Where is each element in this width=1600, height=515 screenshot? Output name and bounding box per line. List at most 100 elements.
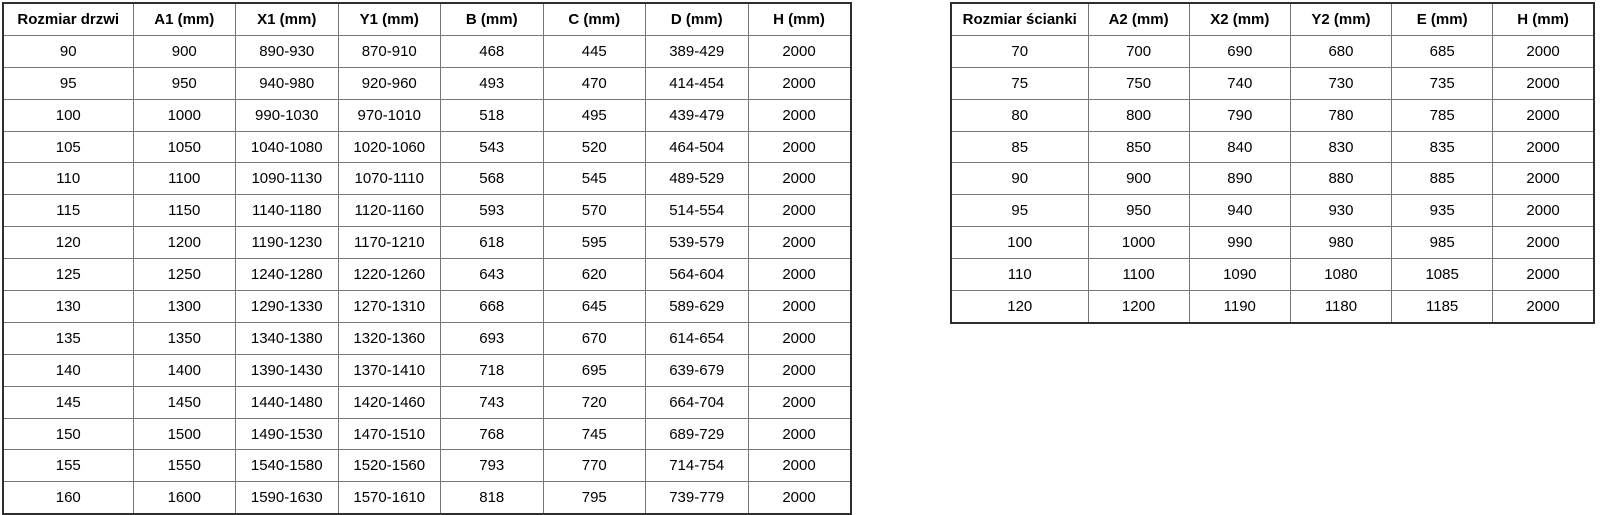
table-cell: 1490-1530 [235,417,339,451]
table-cell: 150 [2,417,134,451]
table-cell: 1020-1060 [337,130,441,164]
table-row: 85 850 840 830 835 2000 [950,130,1595,164]
table-cell: 100 [2,98,134,132]
table-row: 110 1100 1090 1080 1085 2000 [950,258,1595,292]
table-row: 100 1000 990-1030 970-1010 518 495 439-479 2000 [2,98,851,132]
table-cell: 80 [950,98,1089,132]
table-cell: 1270-1310 [337,290,441,323]
table-cell: 2000 [1492,162,1595,196]
table-cell: 685 [1391,34,1494,68]
table-cell: 830 [1289,130,1393,164]
table-cell: 2000 [747,481,851,515]
table-cell: 1390-1430 [235,353,339,387]
column-header: C (mm) [542,2,646,36]
table-cell: 514-554 [645,194,749,228]
table-cell: 695 [542,353,646,387]
table-cell: 468 [440,34,544,68]
table-cell: 1570-1610 [337,481,441,515]
table-cell: 155 [2,449,134,483]
table-cell: 470 [542,66,646,100]
table-cell: 1400 [132,353,236,387]
table-cell: 890 [1188,162,1291,196]
table-cell: 1180 [1289,290,1393,324]
table-cell: 414-454 [645,66,749,100]
table-cell: 75 [950,66,1089,100]
table-cell: 1240-1280 [235,258,339,292]
table-cell: 140 [2,353,134,387]
table-cell: 70 [950,34,1089,68]
table-cell: 790 [1188,98,1291,132]
column-header: Y1 (mm) [337,2,441,36]
table-cell: 900 [132,34,236,68]
table-cell: 1000 [1087,226,1190,260]
table-cell: 850 [1087,130,1190,164]
table-cell: 720 [542,385,646,419]
table-cell: 870-910 [337,34,441,68]
table-cell: 1090 [1188,258,1291,292]
table-cell: 95 [950,194,1089,228]
table-cell: 950 [1087,194,1190,228]
table-cell: 693 [440,321,544,355]
table-cell: 690 [1188,34,1291,68]
table-cell: 620 [542,258,646,292]
table-cell: 1070-1110 [337,162,441,196]
wall-panel-size-table: Rozmiar ścianki A2 (mm) X2 (mm) Y2 (mm) E (m… [950,2,1595,324]
table-row: 105 1050 1040-1080 1020-1060 543 520 464-504 20… [2,130,851,164]
table-cell: 1100 [132,162,236,196]
table-cell: 518 [440,98,544,132]
column-header: Y2 (mm) [1289,2,1393,36]
table-cell: 1550 [132,449,236,483]
table-cell: 2000 [747,385,851,419]
table-cell: 2000 [747,353,851,387]
table-cell: 970-1010 [337,98,441,132]
table-cell: 1200 [132,226,236,260]
table-cell: 1340-1380 [235,321,339,355]
table-cell: 2000 [1492,130,1595,164]
column-header: A1 (mm) [132,2,236,36]
table-row: 95 950 940-980 920-960 493 470 414-454 2000 [2,66,851,100]
table-row: 75 750 740 730 735 2000 [950,66,1595,100]
table-cell: 489-529 [645,162,749,196]
column-header: E (mm) [1391,2,1494,36]
table-cell: 1190-1230 [235,226,339,260]
table-row: 145 1450 1440-1480 1420-1460 743 720 664-704 20… [2,385,851,419]
table-cell: 2000 [747,417,851,451]
table-cell: 935 [1391,194,1494,228]
table-cell: 130 [2,290,134,323]
table-cell: 835 [1391,130,1494,164]
table-row: 115 1150 1140-1180 1120-1160 593 570 514-554 20… [2,194,851,228]
column-header: Rozmiar ścianki [950,2,1089,36]
table-cell: 885 [1391,162,1494,196]
table-cell: 2000 [1492,194,1595,228]
table-cell: 890-930 [235,34,339,68]
column-header: X1 (mm) [235,2,339,36]
table-cell: 714-754 [645,449,749,483]
table-cell: 2000 [747,449,851,483]
column-header: H (mm) [1492,2,1595,36]
table-cell: 120 [950,290,1089,324]
table-row: 90 900 890 880 885 2000 [950,162,1595,196]
table-cell: 1000 [132,98,236,132]
table-cell: 1150 [132,194,236,228]
table-cell: 115 [2,194,134,228]
table-cell: 1420-1460 [337,385,441,419]
table-cell: 593 [440,194,544,228]
table-cell: 520 [542,130,646,164]
table-row: 130 1300 1290-1330 1270-1310 668 645 589-629 20… [2,290,851,323]
table-cell: 785 [1391,98,1494,132]
table-cell: 664-704 [645,385,749,419]
table-cell: 735 [1391,66,1494,100]
table-cell: 1520-1560 [337,449,441,483]
table-cell: 950 [132,66,236,100]
table-cell: 930 [1289,194,1393,228]
table-cell: 1300 [132,290,236,323]
table-cell: 1040-1080 [235,130,339,164]
table-cell: 2000 [747,98,851,132]
wall-panel-size-table-body: 70 700 690 680 685 2000 75 750 740 730 735 2000 80 80… [950,34,1595,324]
table-cell: 2000 [1492,290,1595,324]
table-cell: 718 [440,353,544,387]
column-header: H (mm) [747,2,851,36]
table-cell: 568 [440,162,544,196]
table-row: 160 1600 1590-1630 1570-1610 818 795 739-779 20… [2,481,851,515]
table-cell: 125 [2,258,134,292]
